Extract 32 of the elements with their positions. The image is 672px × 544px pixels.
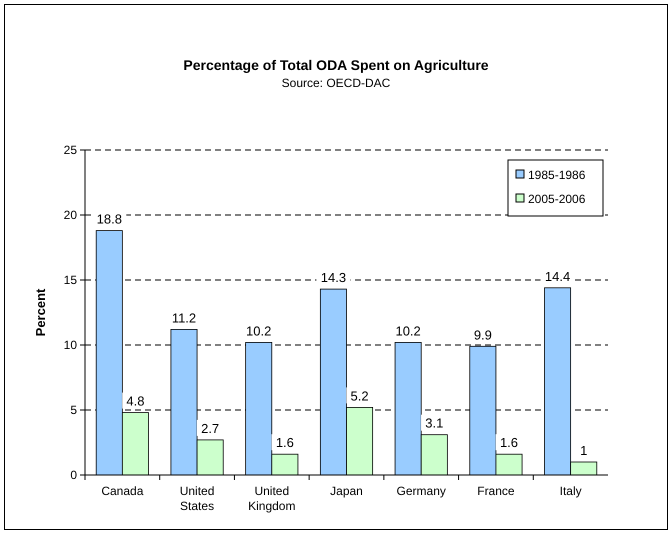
data-label: 11.2 xyxy=(172,310,196,326)
data-label: 2.7 xyxy=(201,420,220,436)
y-tick-label: 20 xyxy=(64,208,78,222)
legend-label: 1985-1986 xyxy=(528,168,586,182)
chart-title: Percentage of Total ODA Spent on Agriculture xyxy=(183,57,489,73)
legend-label: 2005-2006 xyxy=(528,192,586,206)
data-label: 10.2 xyxy=(246,323,272,338)
x-tick-label: United Kingdom xyxy=(248,484,296,513)
y-axis-title: Percent xyxy=(33,288,48,336)
data-label: 1.6 xyxy=(276,435,294,450)
x-tick-label: Japan xyxy=(330,484,363,498)
source-note: Source: OECD-DAC xyxy=(282,76,391,90)
y-tick-label: 15 xyxy=(64,272,78,287)
data-label: 10.2 xyxy=(395,323,421,338)
data-label: 14.3 xyxy=(320,270,346,286)
data-label: 9.9 xyxy=(474,327,492,342)
x-tick-label: Italy xyxy=(560,484,582,498)
y-tick-label: 10 xyxy=(64,338,78,352)
data-label: 5.2 xyxy=(350,388,369,404)
y-tick-label: 0 xyxy=(70,468,78,482)
data-label: 4.8 xyxy=(126,394,144,409)
x-tick-label: United States xyxy=(180,484,214,513)
y-tick-label: 25 xyxy=(64,142,78,157)
data-label: 3.1 xyxy=(425,416,444,431)
data-label: 18.8 xyxy=(96,212,122,227)
x-tick-label: France xyxy=(477,484,515,498)
data-label: 1 xyxy=(580,443,588,458)
x-tick-label: Germany xyxy=(396,484,446,498)
data-label: 1.6 xyxy=(500,435,518,450)
data-label: 14.4 xyxy=(544,268,570,284)
x-tick-label: Canada xyxy=(101,484,144,498)
y-tick-label: 5 xyxy=(70,402,78,417)
